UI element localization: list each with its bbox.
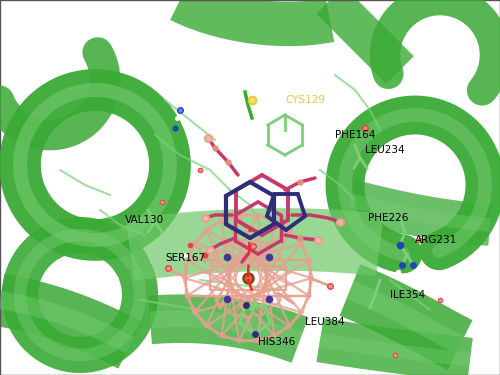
Text: SER167: SER167 <box>165 253 205 263</box>
Text: CYS129: CYS129 <box>285 95 325 105</box>
Text: PHE164: PHE164 <box>335 130 376 140</box>
Text: VAL130: VAL130 <box>125 215 164 225</box>
Text: ARG231: ARG231 <box>415 235 457 245</box>
Text: PHE226: PHE226 <box>368 213 408 223</box>
Text: LEU384: LEU384 <box>305 317 344 327</box>
Text: LEU234: LEU234 <box>365 145 405 155</box>
Text: HIS346: HIS346 <box>258 337 295 347</box>
Text: ILE354: ILE354 <box>390 290 425 300</box>
